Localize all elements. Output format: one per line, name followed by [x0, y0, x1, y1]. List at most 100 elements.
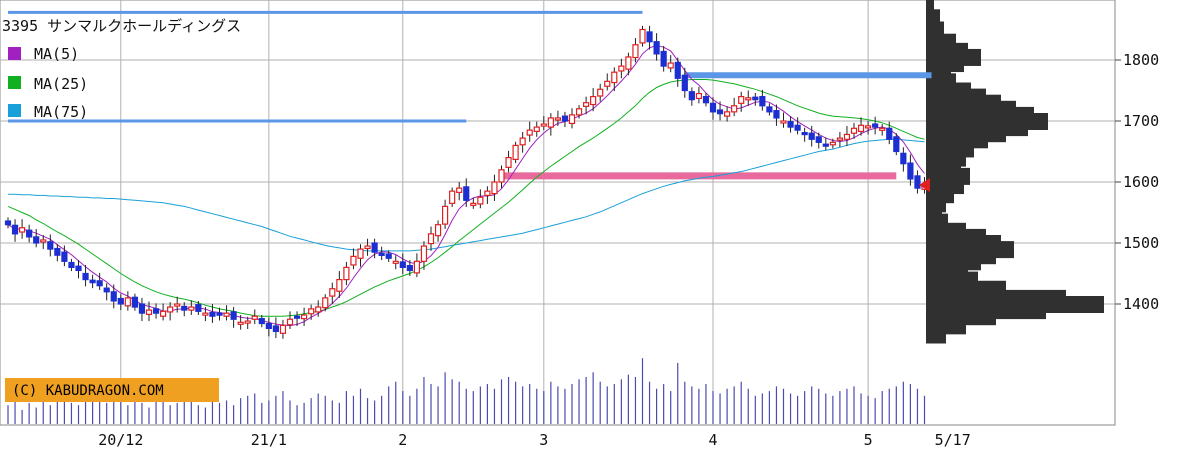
legend-swatch-ma5 [8, 47, 21, 60]
candle-5 [40, 235, 47, 250]
x-tick-label-4: 4 [708, 431, 717, 449]
x-tick-label-2: 2 [398, 431, 407, 449]
candle-101 [716, 101, 724, 121]
candle-7 [54, 244, 61, 262]
profile-bar-0 [926, 0, 934, 15]
legend-label-ma75: MA(75) [34, 103, 88, 121]
candle-22 [160, 303, 167, 321]
candle-123 [872, 116, 879, 135]
candle-51 [364, 238, 371, 256]
candle-47 [336, 271, 343, 298]
candle-34 [244, 316, 251, 330]
x-tick-label-1: 21/1 [251, 431, 287, 449]
candle-33 [237, 314, 244, 330]
candle-13 [96, 272, 103, 290]
candle-3 [26, 224, 33, 243]
candle-69 [491, 174, 498, 201]
candle-73 [519, 131, 526, 153]
candle-96 [681, 67, 688, 98]
candle-30 [216, 307, 223, 321]
candle-62 [442, 199, 449, 229]
candle-1 [11, 219, 19, 242]
candle-111 [787, 116, 794, 133]
candle-38 [272, 317, 279, 339]
candle-114 [808, 125, 815, 147]
candle-10 [75, 260, 82, 279]
candle-53 [378, 246, 385, 261]
credit-badge: (C) KABUDRAGON.COM [5, 378, 219, 402]
candle-49 [350, 248, 357, 270]
legend-ma25: MA(25) [8, 75, 88, 93]
candle-24 [174, 296, 181, 313]
candle-20 [145, 301, 153, 322]
candle-8 [61, 245, 68, 267]
candle-120 [850, 122, 858, 139]
candle-126 [893, 133, 900, 156]
candle-4 [33, 228, 40, 248]
candle-26 [188, 300, 195, 315]
candle-37 [265, 317, 272, 337]
x-tick-label-6: 5/17 [935, 431, 971, 449]
chart-title: 3395 サンマルクホールディングス [2, 17, 241, 35]
candle-127 [900, 147, 907, 172]
candle-40 [286, 311, 294, 330]
candle-39 [279, 319, 287, 339]
candle-72 [512, 141, 519, 164]
credit-text: (C) KABUDRAGON.COM [12, 383, 164, 399]
candle-2 [19, 219, 26, 239]
candle-35 [251, 309, 258, 325]
candle-56 [399, 253, 406, 275]
candle-54 [385, 250, 392, 262]
candle-17 [124, 291, 131, 311]
y-tick-label-3: 1500 [1123, 234, 1159, 252]
candle-21 [152, 303, 160, 319]
candle-87 [618, 58, 625, 79]
candle-89 [632, 38, 639, 63]
candle-86 [611, 67, 618, 92]
candle-99 [702, 92, 710, 107]
candle-88 [625, 52, 632, 76]
candle-83 [590, 88, 597, 112]
current-price-marker [919, 178, 930, 193]
candle-15 [110, 284, 117, 309]
candle-48 [343, 261, 350, 286]
legend-swatch-ma75 [8, 104, 21, 117]
y-tick-label-0: 1800 [1123, 51, 1159, 69]
candle-29 [209, 304, 216, 323]
x-tick-label-0: 20/12 [98, 431, 143, 449]
candle-115 [815, 132, 822, 149]
candle-104 [738, 91, 745, 112]
candle-106 [752, 92, 759, 106]
candle-74 [526, 121, 533, 142]
candle-64 [456, 182, 463, 201]
candle-107 [759, 89, 766, 111]
candle-110 [780, 112, 787, 128]
candle-98 [695, 86, 703, 104]
candle-90 [639, 25, 646, 47]
candle-119 [843, 125, 851, 147]
candle-25 [181, 302, 188, 317]
candle-57 [406, 260, 413, 276]
x-tick-label-5: 5 [864, 431, 873, 449]
candle-102 [723, 106, 731, 122]
candle-78 [554, 110, 562, 126]
candle-91 [646, 25, 653, 50]
candle-31 [223, 305, 230, 321]
candle-32 [230, 307, 237, 328]
candle-122 [864, 121, 872, 135]
candle-55 [392, 255, 399, 270]
candle-85 [604, 73, 611, 91]
candle-16 [117, 294, 124, 311]
candle-45 [322, 294, 329, 312]
candle-93 [660, 45, 667, 72]
candle-76 [540, 116, 547, 131]
legend-ma5: MA(5) [8, 45, 79, 63]
candle-0 [4, 217, 12, 229]
candle-66 [470, 197, 477, 209]
candle-112 [794, 117, 801, 135]
candle-19 [138, 297, 146, 322]
candle-75 [533, 121, 540, 137]
candle-43 [308, 304, 315, 320]
